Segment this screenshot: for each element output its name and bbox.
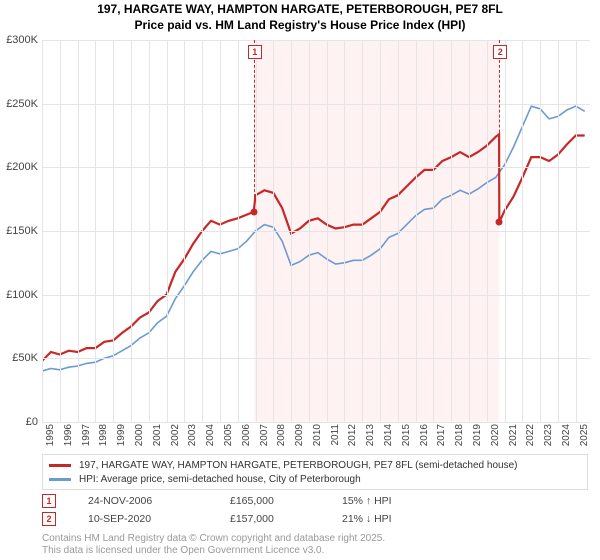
x-axis-label: 2000: [134, 424, 145, 454]
sale-row-1: 1 24-NOV-2006 £165,000 15% ↑ HPI: [42, 492, 482, 510]
title-line-1: 197, HARGATE WAY, HAMPTON HARGATE, PETER…: [0, 2, 600, 18]
x-axis-label: 2008: [276, 424, 287, 454]
x-axis-label: 2016: [419, 424, 430, 454]
x-axis-label: 1998: [98, 424, 109, 454]
sale-date-2: 10-SEP-2020: [88, 513, 218, 525]
x-axis-label: 2023: [543, 424, 554, 454]
y-axis-label: £250K: [6, 98, 38, 110]
x-axis-label: 2024: [561, 424, 572, 454]
sale-row-2: 2 10-SEP-2020 £157,000 21% ↓ HPI: [42, 510, 482, 528]
x-axis-label: 2015: [401, 424, 412, 454]
y-axis-label: £200K: [6, 161, 38, 173]
x-axis-label: 1999: [116, 424, 127, 454]
legend-row-price: 197, HARGATE WAY, HAMPTON HARGATE, PETER…: [49, 458, 581, 472]
x-axis-label: 2021: [508, 424, 519, 454]
y-axis-label: £100K: [6, 289, 38, 301]
y-axis-label: £150K: [6, 225, 38, 237]
sale-date-1: 24-NOV-2006: [88, 495, 218, 507]
x-axis-label: 2006: [241, 424, 252, 454]
sale-marker-2: 2: [42, 512, 56, 526]
x-axis-label: 2010: [312, 424, 323, 454]
x-axis-label: 1997: [81, 424, 92, 454]
chart-marker-1: 1: [248, 45, 262, 59]
title-line-2: Price paid vs. HM Land Registry's House …: [0, 18, 600, 34]
legend-swatch-hpi: [49, 478, 71, 481]
y-axis-label: £0: [26, 416, 38, 428]
x-axis-label: 2002: [170, 424, 181, 454]
sale-price-2: £157,000: [230, 513, 330, 525]
x-axis-label: 2005: [223, 424, 234, 454]
legend-label-price: 197, HARGATE WAY, HAMPTON HARGATE, PETER…: [79, 460, 517, 471]
sale-rows: 1 24-NOV-2006 £165,000 15% ↑ HPI 2 10-SE…: [42, 492, 482, 528]
attribution: Contains HM Land Registry data © Crown c…: [42, 533, 385, 557]
legend: 197, HARGATE WAY, HAMPTON HARGATE, PETER…: [42, 454, 588, 490]
x-axis-label: 2007: [259, 424, 270, 454]
sale-price-1: £165,000: [230, 495, 330, 507]
legend-label-hpi: HPI: Average price, semi-detached house,…: [79, 474, 361, 485]
x-axis-label: 2020: [490, 424, 501, 454]
x-axis-label: 2013: [365, 424, 376, 454]
x-axis-label: 2018: [454, 424, 465, 454]
x-axis-label: 2019: [472, 424, 483, 454]
attribution-line-2: This data is licensed under the Open Gov…: [42, 545, 385, 557]
x-axis-label: 2014: [383, 424, 394, 454]
chart-title-block: 197, HARGATE WAY, HAMPTON HARGATE, PETER…: [0, 0, 600, 33]
x-axis-label: 2003: [187, 424, 198, 454]
plot-area: 12: [42, 40, 590, 422]
x-axis-label: 2011: [330, 424, 341, 454]
legend-row-hpi: HPI: Average price, semi-detached house,…: [49, 472, 581, 486]
y-axis-label: £50K: [12, 352, 38, 364]
x-axis-label: 2012: [347, 424, 358, 454]
x-axis-label: 2025: [579, 424, 590, 454]
x-axis-label: 1996: [63, 424, 74, 454]
attribution-line-1: Contains HM Land Registry data © Crown c…: [42, 533, 385, 545]
chart-container: 197, HARGATE WAY, HAMPTON HARGATE, PETER…: [0, 0, 600, 560]
sale-delta-1: 15% ↑ HPI: [342, 495, 482, 507]
x-axis-label: 2017: [436, 424, 447, 454]
y-axis-label: £300K: [6, 34, 38, 46]
x-axis-label: 2022: [525, 424, 536, 454]
legend-swatch-price: [49, 464, 71, 467]
sale-marker-1: 1: [42, 494, 56, 508]
x-axis-label: 1995: [45, 424, 56, 454]
sale-delta-2: 21% ↓ HPI: [342, 513, 482, 525]
x-axis-label: 2001: [152, 424, 163, 454]
x-axis-label: 2004: [205, 424, 216, 454]
x-axis-label: 2009: [294, 424, 305, 454]
chart-marker-2: 2: [493, 45, 507, 59]
